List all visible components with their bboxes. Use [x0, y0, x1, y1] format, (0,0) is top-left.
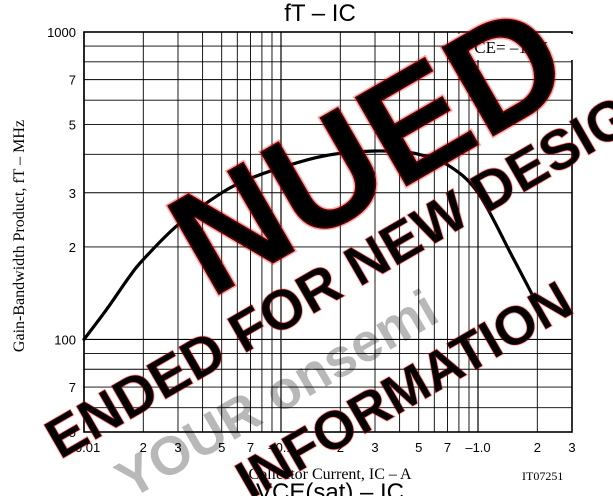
x-tick-label: –1.0	[465, 440, 490, 455]
x-tick-label: 5	[415, 440, 422, 455]
y-tick-label: 5	[69, 425, 76, 440]
x-tick-label: 2	[534, 440, 541, 455]
x-tick-label: 2	[337, 440, 344, 455]
bottom-caption: VCE(sat) – IC	[256, 479, 404, 496]
x-tick-label: 3	[174, 440, 181, 455]
x-tick-label: 3	[568, 440, 575, 455]
y-tick-label: 100	[54, 332, 76, 347]
x-tick-label: –0.1	[268, 440, 293, 455]
y-tick-label: 2	[69, 240, 76, 255]
x-axis-label: Collector Current, IC – A	[248, 466, 412, 483]
vce-annotation: VCE= –10V	[462, 38, 548, 57]
y-tick-label: 3	[69, 186, 76, 201]
y-axis-label: Gain-Bandwidth Product, fT – MHz	[11, 120, 28, 352]
plot-frame	[83, 31, 573, 433]
y-tick-label: 7	[69, 73, 76, 88]
x-tick-label: 5	[218, 440, 225, 455]
x-tick-label: 2	[140, 440, 147, 455]
series-line	[82, 149, 539, 341]
y-tick-label: 1000	[47, 25, 76, 40]
x-tick-label: 7	[444, 440, 451, 455]
tick-labels: –0.01 2 3 5 7 –0.1 2 3 5 7 –1.0 2 3 1000 7 5 3 2 100 7 5	[47, 25, 576, 455]
chart-title: fT – IC	[284, 0, 356, 27]
figure-id: IT07251	[522, 469, 563, 483]
grid	[83, 32, 573, 433]
annotation-box	[452, 34, 579, 60]
x-tick-label: –0.01	[68, 440, 101, 455]
x-tick-label: 3	[371, 440, 378, 455]
watermark: NUED ENDED FOR NEW DESIGN YOUR onsemi IN…	[34, 0, 613, 496]
x-tick-label: 7	[247, 440, 254, 455]
y-tick-label: 5	[69, 118, 76, 133]
y-tick-label: 7	[69, 380, 76, 395]
